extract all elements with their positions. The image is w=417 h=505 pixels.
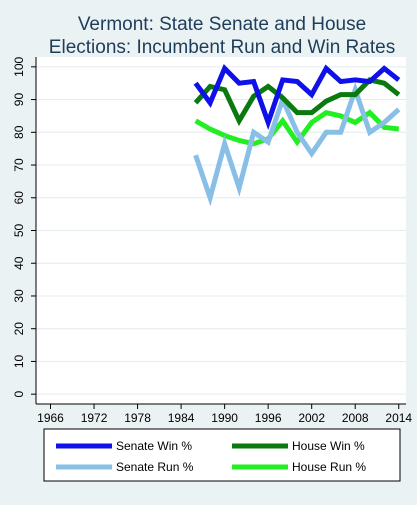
y-tick-label: 40: [12, 256, 26, 270]
legend-label: Senate Win %: [116, 439, 192, 453]
legend-label: House Run %: [292, 460, 366, 474]
y-tick-label: 80: [12, 125, 26, 139]
x-tick-label: 1972: [81, 411, 108, 425]
y-tick-label: 30: [12, 289, 26, 303]
series-line-senate-win: [193, 64, 401, 131]
x-tick-label: 1984: [168, 411, 195, 425]
axes: 0 10 20 30 40 50 60 70 80 90 100 1966 1972 1978 1984 19…: [12, 56, 412, 425]
chart-title-line2: Elections: Incumbent Run and Win Rates: [49, 37, 395, 58]
x-tick-label: 1990: [211, 411, 238, 425]
chart-title-line1: Vermont: State Senate and House: [78, 14, 366, 35]
x-tick-label: 1978: [124, 411, 151, 425]
y-tick-label: 0: [12, 391, 26, 398]
series-lines: [193, 64, 401, 207]
x-tick-label: 2002: [298, 411, 325, 425]
series-line-senate-run: [193, 81, 401, 207]
legend: Senate Win % House Win % Senate Run % House…: [43, 428, 401, 482]
y-tick-label: 100: [12, 56, 26, 76]
y-tick-label: 20: [12, 322, 26, 336]
y-tick-label: 70: [12, 158, 26, 172]
y-tick-label: 10: [12, 354, 26, 368]
x-tick-label: 1966: [37, 411, 64, 425]
y-tick-label: 60: [12, 191, 26, 205]
x-tick-label: 2014: [385, 411, 412, 425]
y-tick-label: 50: [12, 224, 26, 238]
series-line-house-win: [193, 77, 401, 127]
x-tick-label: 2008: [342, 411, 369, 425]
legend-label: Senate Run %: [116, 460, 194, 474]
legend-label: House Win %: [292, 439, 365, 453]
x-tick-label: 1996: [255, 411, 282, 425]
legend-box: [43, 428, 401, 482]
y-tick-label: 90: [12, 93, 26, 107]
